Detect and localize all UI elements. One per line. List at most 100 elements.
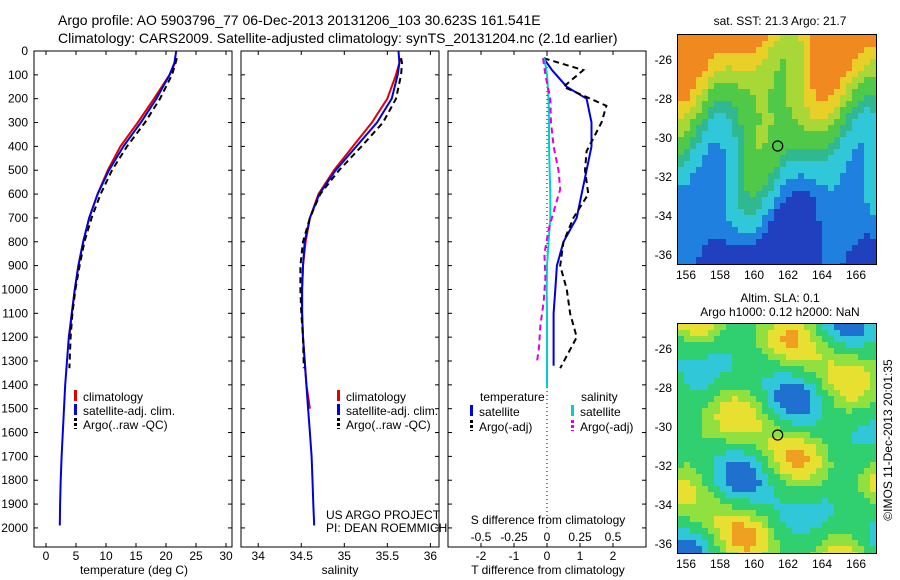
map-cell: [846, 119, 852, 125]
map-cell: [714, 143, 720, 149]
map-cell: [864, 342, 870, 348]
map-cell: [828, 239, 834, 245]
map-cell: [864, 65, 870, 71]
map-cell: [816, 396, 822, 402]
map-cell: [828, 402, 834, 408]
map-lat-label: -28: [654, 381, 672, 395]
map-cell: [768, 113, 774, 119]
map-cell: [684, 540, 690, 546]
map-cell: [702, 408, 708, 414]
map-cell: [810, 167, 816, 173]
map-cell: [690, 107, 696, 113]
map-cell: [768, 47, 774, 53]
map-cell: [738, 95, 744, 101]
map-cell: [810, 480, 816, 486]
map-cell: [822, 227, 828, 233]
map-cell: [816, 546, 822, 552]
map-cell: [822, 438, 828, 444]
map-cell: [810, 35, 816, 41]
map-cell: [846, 372, 852, 378]
map-cell: [768, 396, 774, 402]
map-cell: [762, 173, 768, 179]
map-cell: [690, 408, 696, 414]
map-cell: [708, 239, 714, 245]
map-cell: [678, 366, 684, 372]
map-cell: [720, 47, 726, 53]
map-cell: [684, 239, 690, 245]
map-cell: [684, 408, 690, 414]
map-cell: [870, 408, 876, 414]
map-cell: [714, 83, 720, 89]
map-cell: [870, 498, 876, 504]
map-cell: [732, 336, 738, 342]
map-cell: [840, 53, 846, 59]
map-cell: [756, 53, 762, 59]
map-cell: [714, 257, 720, 263]
map-cell: [852, 432, 858, 438]
map-cell: [732, 251, 738, 257]
map-cell: [786, 546, 792, 552]
map-cell: [840, 221, 846, 227]
map-cell: [726, 540, 732, 546]
map-cell: [768, 131, 774, 137]
map-cell: [810, 59, 816, 65]
map-cell: [834, 402, 840, 408]
map-cell: [780, 191, 786, 197]
map-cell: [738, 251, 744, 257]
map-cell: [852, 185, 858, 191]
map-cell: [696, 239, 702, 245]
map-cell: [870, 384, 876, 390]
map-cell: [786, 71, 792, 77]
map-cell: [762, 257, 768, 263]
map-cell: [756, 59, 762, 65]
map-cell: [852, 348, 858, 354]
map-cell: [732, 540, 738, 546]
map-cell: [798, 263, 804, 264]
map-cell: [714, 221, 720, 227]
map-cell: [696, 504, 702, 510]
map-cell: [828, 426, 834, 432]
timestamp: ©IMOS 11-Dec-2013 20:01:35: [881, 359, 895, 521]
map-cell: [798, 251, 804, 257]
map-cell: [762, 432, 768, 438]
map-cell: [768, 354, 774, 360]
map-cell: [732, 474, 738, 480]
map-cell: [708, 516, 714, 522]
map-cell: [798, 366, 804, 372]
map-cell: [810, 372, 816, 378]
legend-item-satellite: satellite-adj. clim.: [74, 404, 175, 418]
map-cell: [684, 53, 690, 59]
map-cell: [684, 209, 690, 215]
map-cell: [810, 408, 816, 414]
map-cell: [780, 390, 786, 396]
map-cell: [762, 366, 768, 372]
map-cell: [714, 372, 720, 378]
map-cell: [768, 173, 774, 179]
map-cell: [714, 510, 720, 516]
map-cell: [714, 95, 720, 101]
map-cell: [804, 113, 810, 119]
map-cell: [756, 324, 762, 330]
map-cell: [870, 221, 876, 227]
map-cell: [792, 420, 798, 426]
map-cell: [834, 83, 840, 89]
map-cell: [744, 534, 750, 540]
map-cell: [864, 438, 870, 444]
map-cell: [708, 396, 714, 402]
map-cell: [834, 245, 840, 251]
map-cell: [684, 528, 690, 534]
map-cell: [858, 390, 864, 396]
map-cell: [810, 354, 816, 360]
map-cell: [834, 125, 840, 131]
map-cell: [762, 35, 768, 41]
map-cell: [684, 89, 690, 95]
map-cell: [840, 119, 846, 125]
map-cell: [678, 149, 684, 155]
map-cell: [726, 179, 732, 185]
map-cell: [762, 354, 768, 360]
map-cell: [804, 125, 810, 131]
map-cell: [780, 227, 786, 233]
map-cell: [846, 251, 852, 257]
map-cell: [870, 522, 876, 528]
map-cell: [678, 390, 684, 396]
